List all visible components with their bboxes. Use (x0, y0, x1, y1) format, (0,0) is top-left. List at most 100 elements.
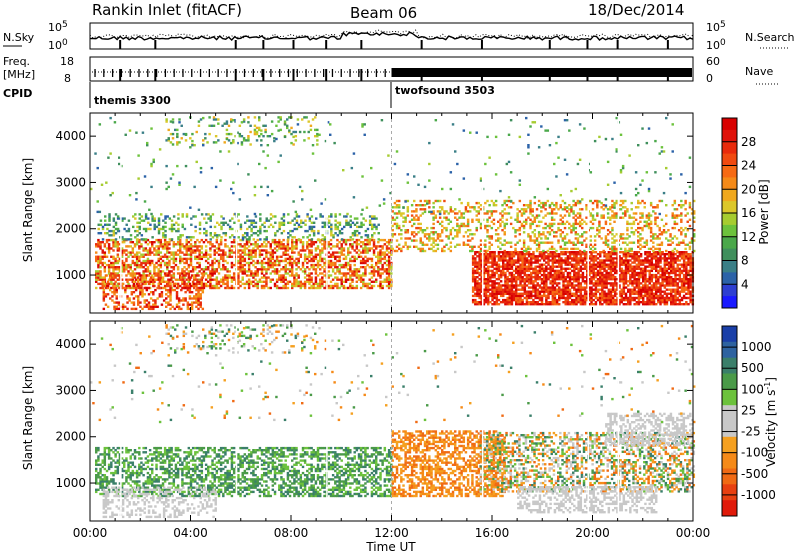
heatmap-cell (304, 223, 307, 226)
heatmap-cell (109, 274, 112, 277)
heatmap-cell (368, 286, 371, 290)
heatmap-cell (252, 259, 255, 263)
heatmap-cell (551, 263, 555, 266)
heatmap-cell (678, 255, 682, 258)
heatmap-cell (282, 276, 285, 279)
heatmap-cell (650, 294, 654, 298)
heatmap-cell (622, 296, 626, 300)
heatmap-cell (648, 286, 651, 289)
heatmap-cell (146, 243, 150, 246)
heatmap-cell (140, 234, 144, 237)
heatmap-cell (157, 270, 160, 273)
heatmap-cell (336, 221, 340, 224)
heatmap-cell (616, 259, 619, 262)
heatmap-cell (161, 247, 165, 250)
heatmap-cell (637, 292, 641, 295)
heatmap-cell (103, 276, 107, 279)
heatmap-cell (168, 251, 171, 254)
heatmap-cell (517, 267, 520, 270)
heatmap-cell (371, 236, 374, 239)
heatmap-cell (343, 215, 346, 218)
heatmap-cell (594, 263, 598, 266)
heatmap-cell (243, 251, 247, 254)
heatmap-cell (219, 284, 223, 288)
heatmap-cell (568, 273, 572, 277)
heatmap-cell (680, 284, 684, 287)
heatmap-cell (592, 261, 595, 264)
heatmap-cell (301, 241, 305, 244)
heatmap-cell (329, 286, 333, 290)
heatmap-cell (672, 259, 675, 262)
heatmap-cell (219, 257, 223, 261)
heatmap-cell (568, 284, 572, 287)
heatmap-cell (491, 265, 494, 268)
heatmap-cell (280, 232, 284, 235)
heatmap-cell (421, 243, 425, 246)
heatmap-cell (250, 274, 253, 277)
heatmap-cell (358, 225, 361, 229)
heatmap-cell (385, 276, 389, 279)
heatmap-cell (217, 266, 221, 269)
heatmap-cell (146, 238, 150, 242)
heatmap-cell (377, 272, 380, 275)
heatmap-cell (145, 303, 149, 306)
heatmap-cell (201, 291, 205, 294)
heatmap-cell (159, 241, 163, 244)
heatmap-cell (291, 286, 294, 290)
heatmap-cell (260, 286, 264, 290)
heatmap-cell (480, 294, 483, 298)
heatmap-cell (474, 282, 477, 285)
heatmap-cell (534, 261, 537, 264)
heatmap-cell (489, 294, 492, 298)
heatmap-cell (508, 286, 511, 289)
heatmap-cell (319, 284, 322, 288)
heatmap-cell (323, 223, 327, 226)
heatmap-cell (280, 245, 283, 248)
heatmap-cell (328, 221, 331, 224)
heatmap-cell (676, 278, 679, 281)
heatmap-cell (419, 199, 422, 203)
heatmap-cell (644, 278, 647, 281)
heatmap-cell (661, 269, 664, 273)
heatmap-cell (170, 219, 174, 222)
heatmap-cell (579, 257, 583, 260)
heatmap-cell (284, 263, 287, 267)
heatmap-cell (195, 288, 198, 292)
heatmap-cell (627, 301, 630, 304)
heatmap-cell (400, 212, 403, 215)
heatmap-cell (474, 278, 477, 281)
heatmap-cell (162, 227, 165, 231)
heatmap-cell (510, 301, 514, 304)
heatmap-cell (293, 245, 296, 248)
heatmap-cell (127, 245, 130, 248)
heatmap-cell (330, 234, 333, 237)
heatmap-cell (423, 199, 427, 203)
heatmap-cell (114, 232, 118, 235)
heatmap-cell (269, 261, 272, 265)
heatmap-cell (393, 218, 397, 221)
heatmap-cell (135, 255, 139, 258)
heatmap-cell (599, 296, 602, 300)
heatmap-cell (140, 219, 144, 222)
heatmap-cell (652, 251, 656, 254)
heatmap-cell (362, 284, 365, 288)
heatmap-cell (202, 282, 206, 286)
heatmap-cell (639, 290, 643, 293)
heatmap-cell (102, 297, 106, 300)
heatmap-cell (286, 243, 290, 246)
heatmap-cell (661, 282, 664, 285)
heatmap-cell (95, 286, 98, 290)
heatmap-cell (476, 282, 479, 285)
heatmap-cell (129, 238, 133, 241)
heatmap-cell (588, 303, 591, 306)
heatmap-cell (271, 263, 275, 267)
heatmap-cell (543, 276, 546, 279)
heatmap-cell (395, 224, 399, 228)
heatmap-cell (187, 257, 191, 261)
heatmap-cell (113, 291, 116, 294)
heatmap-cell (644, 292, 647, 295)
heatmap-cell (687, 282, 690, 285)
heatmap-cell (648, 301, 651, 304)
heatmap-cell (310, 257, 313, 261)
heatmap-cell (334, 284, 337, 288)
